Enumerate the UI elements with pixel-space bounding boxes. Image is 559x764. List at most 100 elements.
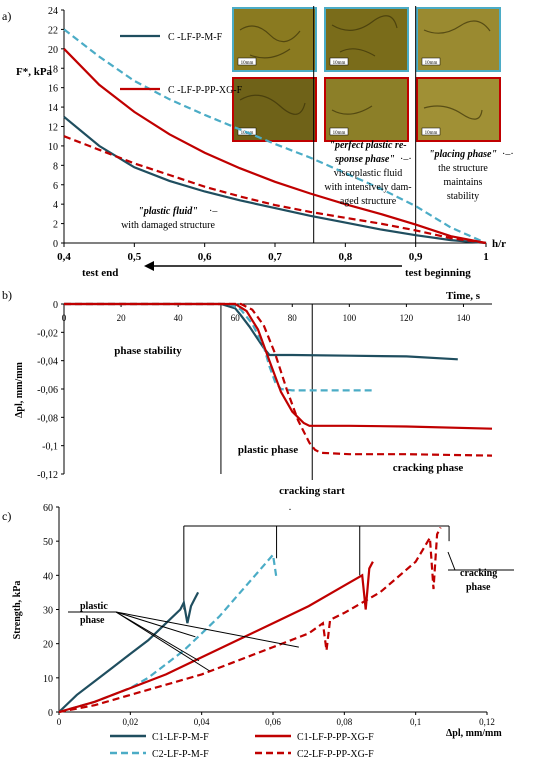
legend-label-0: C -LF-P-M-F bbox=[168, 32, 223, 43]
scale-box-2 bbox=[421, 57, 441, 66]
y-tick-label: 50 bbox=[43, 537, 53, 548]
annotation-cracking-phase: cracking phase bbox=[393, 462, 464, 474]
legend-label-3: C2-LF-P-PP-XG-F bbox=[297, 749, 374, 760]
x-tick-label: 0,8 bbox=[338, 251, 352, 263]
scale-box-4 bbox=[329, 127, 349, 136]
annotation-plastic-fluid-dash: ·– bbox=[209, 206, 218, 217]
annotation-perfect-line1: "perfect plastic re- bbox=[329, 140, 406, 151]
y-tick-label: 14 bbox=[48, 103, 58, 114]
y-tick-label: 4 bbox=[53, 200, 58, 211]
annotation-dot: . bbox=[289, 502, 292, 513]
x-tick-label: 0,12 bbox=[479, 717, 495, 727]
annotation-test-beginning: test beginning bbox=[405, 267, 471, 279]
panel-label: c) bbox=[2, 509, 11, 523]
y-tick-label: 0 bbox=[53, 300, 58, 311]
annotation-plastic-line1: plastic bbox=[80, 601, 108, 612]
x-tick-label: 0,9 bbox=[409, 251, 423, 263]
annotation-placing-line3: maintains bbox=[444, 177, 483, 188]
x-tick-label: 40 bbox=[174, 313, 184, 323]
annotation-plastic-fluid-text: with damaged structure bbox=[121, 220, 215, 231]
series-line-0 bbox=[64, 302, 458, 361]
scale-label-2: 10mm bbox=[425, 61, 438, 66]
y-tick-label: -0,06 bbox=[37, 385, 58, 396]
x-tick-label: 0,08 bbox=[336, 717, 352, 727]
y-tick-label: 60 bbox=[43, 503, 53, 514]
x-tick-label: 0,6 bbox=[198, 251, 212, 263]
annotation-placing-line1-tail: ·–· bbox=[502, 149, 514, 160]
plastic-pointer bbox=[115, 611, 210, 672]
scale-box-5 bbox=[421, 127, 441, 136]
y-tick-label: -0,04 bbox=[37, 357, 58, 368]
annotation-perfect-line5: aged structure bbox=[340, 196, 397, 207]
photo-panel bbox=[232, 7, 501, 142]
y-tick-label: 10 bbox=[48, 142, 58, 153]
x-tick-label: 80 bbox=[288, 313, 298, 323]
x-tick-label: 20 bbox=[117, 313, 127, 323]
x-tick-label: 0,02 bbox=[122, 717, 138, 727]
annotation-cracking-line1: cracking bbox=[460, 568, 497, 579]
y-tick-label: 8 bbox=[53, 161, 58, 172]
x-tick-label: 0 bbox=[57, 717, 62, 727]
x-axis-label: h/r bbox=[492, 238, 506, 250]
x-tick-label: 140 bbox=[457, 313, 471, 323]
y-tick-label: 24 bbox=[48, 6, 58, 17]
y-tick-label: -0,12 bbox=[37, 470, 58, 481]
y-tick-label: 20 bbox=[43, 640, 53, 651]
scale-label-4: 10mm bbox=[333, 131, 346, 136]
series-line-2 bbox=[63, 48, 487, 245]
y-tick-label: 40 bbox=[43, 571, 53, 582]
annotation-perfect-line3: viscoplastic fluid bbox=[334, 168, 403, 179]
y-tick-label: -0,1 bbox=[42, 442, 58, 453]
scale-label-5: 10mm bbox=[425, 131, 438, 136]
series-line-3 bbox=[58, 526, 442, 714]
series-line-0 bbox=[63, 115, 487, 245]
y-tick-label: 30 bbox=[43, 606, 53, 617]
scale-box-0 bbox=[237, 57, 257, 66]
series-line-2 bbox=[64, 302, 493, 430]
x-tick-label: 0,06 bbox=[265, 717, 281, 727]
series-line-3 bbox=[63, 135, 487, 245]
annotation-phase-stability: phase stability bbox=[114, 345, 182, 357]
x-tick-label: 60 bbox=[231, 313, 241, 323]
legend-label-0: C1-LF-P-M-F bbox=[152, 732, 209, 743]
x-axis-label: Time, s bbox=[446, 290, 481, 302]
chart-c: c) 0 10 20 30 40 50 60 0 0,02 0,04 0,06 0,08 0,1 0,12 S… bbox=[2, 503, 514, 760]
plastic-pointer bbox=[115, 611, 196, 638]
x-tick-label: 120 bbox=[400, 313, 414, 323]
annotation-cracking-line2: phase bbox=[466, 582, 491, 593]
x-tick-label: 0,1 bbox=[410, 717, 421, 727]
scale-label-0: 10mm bbox=[241, 61, 254, 66]
annotation-plastic-phase: plastic phase bbox=[238, 444, 298, 456]
x-tick-label: 0,04 bbox=[194, 717, 210, 727]
y-tick-label: 6 bbox=[53, 181, 58, 192]
annotation-perfect-line2: sponse phase" bbox=[334, 154, 395, 165]
annotation-perfect-line4: with intensively dam- bbox=[324, 182, 411, 193]
x-tick-label: 1 bbox=[483, 251, 489, 263]
series-line-0 bbox=[58, 591, 200, 713]
y-tick-label: 12 bbox=[48, 123, 58, 134]
y-tick-label: 10 bbox=[43, 674, 53, 685]
plastic-pointer bbox=[115, 611, 299, 648]
y-tick-label: 20 bbox=[48, 45, 58, 56]
y-axis-label: Strength, kPa bbox=[12, 581, 23, 640]
x-tick-label: 0,5 bbox=[127, 251, 141, 263]
y-tick-label: 0 bbox=[48, 708, 53, 719]
chart-b: b) 0 -0,02 -0,04 -0,06 -0,08 -0,1 -0,12 0 20 40 60 8… bbox=[2, 288, 493, 513]
x-tick-label: 0,7 bbox=[268, 251, 282, 263]
y-axis-label: F*, kPa bbox=[16, 66, 53, 78]
panel-label: a) bbox=[2, 9, 11, 23]
plastic-pointer bbox=[115, 611, 200, 662]
y-tick-label: -0,02 bbox=[37, 328, 58, 339]
x-tick-label: 0 bbox=[62, 313, 67, 323]
y-axis-label: Δpl, mm/mm bbox=[14, 361, 25, 417]
legend-label-1: C2-LF-P-M-F bbox=[152, 749, 209, 760]
y-tick-label: 22 bbox=[48, 25, 58, 36]
annotation-test-end: test end bbox=[82, 267, 118, 279]
photo-3 bbox=[416, 7, 501, 72]
annotation-cracking-start: cracking start bbox=[279, 485, 345, 497]
annotation-plastic-line2: phase bbox=[80, 615, 105, 626]
scale-box-1 bbox=[329, 57, 349, 66]
annotation-plastic-fluid-title: "plastic fluid" bbox=[138, 206, 198, 217]
